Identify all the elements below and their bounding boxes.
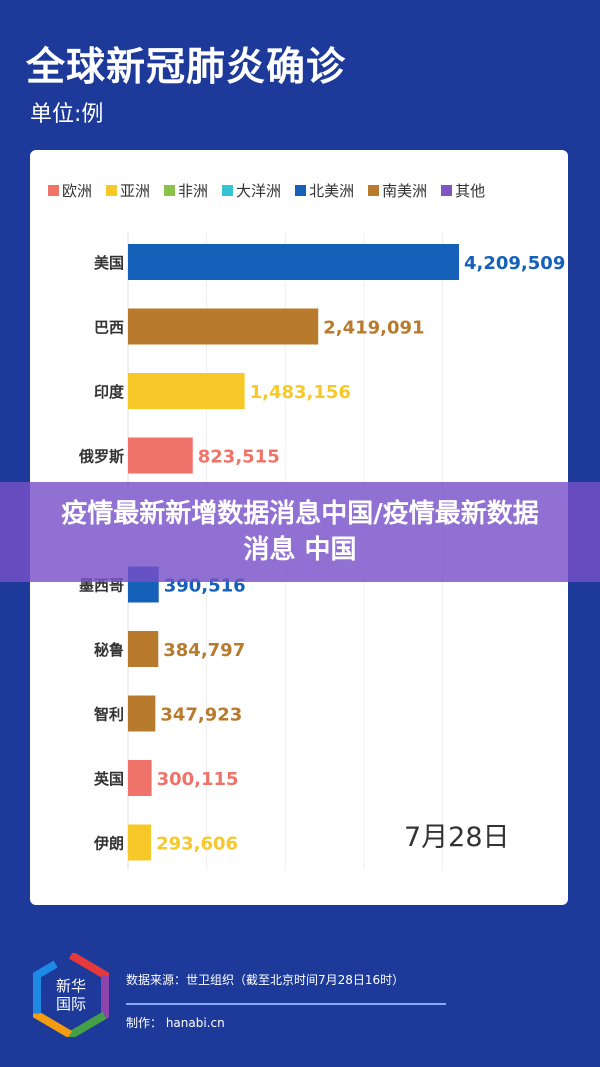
value-label: 384,797 [163,640,245,661]
legend-item: 亚洲 [106,180,150,201]
value-label: 347,923 [160,705,242,726]
svg-text:国际: 国际 [56,995,86,1013]
bar [128,244,459,280]
unit-label: 单位:例 [30,102,104,127]
legend-item: 北美洲 [295,180,354,201]
legend-label: 亚洲 [120,182,151,200]
legend-swatch [295,185,307,196]
bar [128,308,319,345]
legend-label: 欧洲 [62,182,93,200]
footer-divider [126,1003,446,1005]
value-label: 293,606 [156,834,238,855]
value-label: 1,483,156 [250,382,351,403]
category-label: 伊朗 [93,835,124,853]
value-label: 2,419,091 [323,318,424,339]
page-title: 全球新冠肺炎确诊 [26,45,347,90]
category-label: 秘鲁 [94,641,124,659]
legend-label: 其他 [455,182,486,200]
legend-swatch [48,185,59,196]
legend-label: 非洲 [178,182,209,200]
value-label: 300,115 [157,769,239,790]
xinhua-logo: 新华 国际 [33,953,109,1037]
category-label: 俄罗斯 [78,448,124,466]
category-label: 美国 [94,254,124,272]
bar [128,631,159,667]
bar [128,824,152,861]
chart-date-annotation: 7月28日 [404,822,510,853]
headline-banner: 疫情最新新增数据消息中国/疫情最新数据消息 中国 [0,482,600,582]
legend-swatch [164,185,176,196]
legend-swatch [441,185,453,196]
legend-item: 非洲 [164,180,208,201]
category-label: 英国 [94,770,124,788]
legend-item: 大洋洲 [222,180,281,201]
maker-credit: 制作： hanabi.cn [126,1016,225,1030]
bar [128,373,245,409]
legend-item: 南美洲 [368,180,427,201]
legend-swatch [222,185,234,196]
category-label: 智利 [94,706,124,724]
category-label: 印度 [94,383,125,401]
bar [128,695,156,732]
bar [128,437,193,474]
value-label: 4,209,509 [464,253,565,274]
legend-swatch [106,185,118,196]
legend-label: 大洋洲 [236,182,282,200]
chart-legend: 欧洲 亚洲 非洲 大洋洲 北美洲 南美洲 其他 [48,180,485,201]
data-source: 数据来源：世卫组织（截至北京时间7月28日16时） [126,973,405,987]
bar [128,760,152,796]
legend-label: 北美洲 [309,182,355,200]
svg-text:新华: 新华 [56,977,86,995]
bar-chart: 美国 4,209,509 巴西 2,419,091 印度 1,483,156 俄罗斯 823,… [78,232,565,870]
value-label: 823,515 [198,447,280,468]
legend-item: 欧洲 [48,180,92,201]
category-label: 巴西 [94,319,124,337]
headline-text: 疫情最新新增数据消息中国/疫情最新数据消息 中国 [61,499,539,565]
legend-swatch [368,185,380,196]
legend-item: 其他 [441,180,485,201]
legend-label: 南美洲 [382,182,428,200]
